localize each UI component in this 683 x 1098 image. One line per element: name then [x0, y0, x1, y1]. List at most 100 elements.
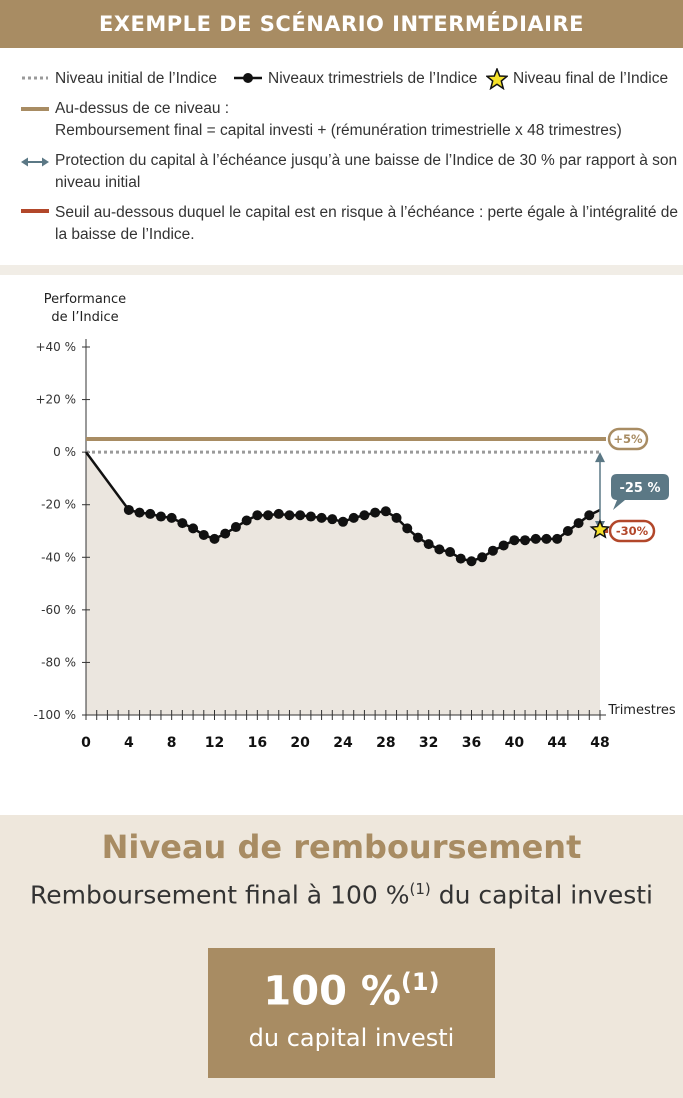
y-tick-label: -60 % [41, 603, 76, 617]
performance-chart: Performance de l’Indice Trimestres +40 %… [34, 292, 676, 751]
quarterly-point [520, 535, 531, 546]
x-tick-label: 8 [167, 735, 177, 751]
quarterly-point [402, 523, 413, 534]
y-tick-label: -40 % [41, 550, 76, 564]
legend-protection-line1: Protection du capital à l’échéance jusqu… [55, 152, 678, 169]
index-series-line [84, 451, 601, 563]
quarterly-point [220, 528, 231, 539]
quarterly-point [188, 523, 199, 534]
y-tick-label: +20 % [35, 393, 76, 407]
barrier-level-label: -30% [616, 524, 649, 538]
repayment-subtitle: Remboursement final à 100 %(1) du capita… [0, 880, 683, 909]
x-tick-label: 44 [547, 735, 567, 751]
dot-line-swatch [234, 73, 262, 83]
quarterly-point [370, 507, 381, 518]
quarterly-point [123, 504, 134, 515]
x-tick-label: 48 [590, 735, 609, 751]
quarterly-point [230, 522, 241, 533]
quarterly-point [477, 552, 488, 563]
y-axis-title-line1: Performance [44, 292, 126, 307]
quarterly-point [562, 526, 573, 536]
y-tick-label: -20 % [41, 498, 76, 512]
quarterly-point [380, 506, 391, 517]
barrier-line-swatch [21, 209, 49, 213]
legend-initial-label: Niveau initial de l’Indice [55, 70, 217, 87]
x-tick-label: 28 [376, 735, 395, 751]
repayment-subtitle-main: Remboursement final à 100 % [30, 880, 410, 910]
quarterly-point [530, 533, 541, 544]
coupon-level-label: +5% [613, 432, 643, 446]
quarterly-point [134, 507, 145, 518]
x-tick-label: 24 [333, 735, 353, 751]
quarterly-point [391, 512, 402, 523]
y-tick-label: 0 % [53, 445, 76, 459]
coupon-level-pill [607, 427, 649, 451]
quarterly-point [166, 512, 177, 523]
repayment-caption: du capital investi [248, 1024, 455, 1052]
double-arrow-icon [21, 157, 49, 167]
dotted-line-swatch [22, 76, 48, 80]
legend-above-line2: Remboursement final = capital investi + … [55, 122, 622, 139]
y-tick-label: -80 % [41, 655, 76, 669]
quarterly-point [316, 512, 327, 523]
quarterly-point [455, 553, 466, 564]
legend-final-label: Niveau final de l’Indice [513, 70, 669, 87]
barrier-level-pill [608, 519, 656, 543]
quarterly-point [338, 516, 348, 527]
x-axis-title: Trimestres [607, 703, 676, 718]
final-level-star [589, 518, 611, 539]
x-tick-label: 4 [124, 735, 134, 751]
quarterly-point [209, 533, 220, 544]
quarterly-point [552, 533, 563, 544]
footnote-ref: (1) [409, 880, 431, 898]
x-tick-label: 40 [505, 735, 525, 751]
quarterly-point [434, 544, 445, 555]
quarterly-point [295, 510, 306, 521]
legend-protection-line2: niveau initial [55, 174, 141, 191]
quarterly-point [198, 529, 209, 540]
final-value-bubble [611, 474, 669, 510]
quarterly-point [487, 545, 498, 556]
quarterly-point [423, 539, 434, 550]
y-axis-title-line2: de l’Indice [51, 310, 118, 325]
separator-band [0, 265, 683, 275]
legend: Niveau initial de l’Indice Niveaux trime… [0, 48, 683, 265]
coupon-line-swatch [21, 107, 49, 111]
quarterly-point [509, 535, 520, 546]
quarterly-point [155, 511, 166, 522]
y-tick-label: -100 % [34, 708, 76, 722]
quarterly-point [305, 511, 316, 522]
quarterly-point [241, 515, 252, 526]
quarterly-point [498, 540, 509, 551]
x-tick-label: 12 [205, 735, 224, 751]
quarterly-point [252, 510, 263, 521]
quarterly-point [273, 508, 284, 519]
x-tick-label: 32 [419, 735, 438, 751]
quarterly-point [573, 518, 584, 529]
repayment-box: 100 %(1) du capital investi [208, 948, 495, 1078]
protection-arrow-head-up [595, 452, 605, 463]
star-icon [486, 68, 508, 90]
quarterly-point [177, 518, 188, 529]
quarterly-point [412, 532, 423, 543]
quarterly-point [263, 510, 274, 521]
quarterly-point [584, 510, 595, 521]
area-fill [86, 452, 600, 715]
quarterly-point [284, 510, 295, 521]
legend-risk-line1: Seuil au-dessous duquel le capital est e… [55, 204, 678, 221]
repayment-percent-value: 100 % [263, 968, 401, 1015]
quarterly-point [359, 510, 370, 521]
quarterly-point [145, 508, 156, 519]
x-tick-label: 0 [81, 735, 91, 751]
x-tick-label: 20 [290, 735, 310, 751]
legend-above-line1: Au-dessus de ce niveau : [55, 100, 230, 117]
repayment-percent: 100 %(1) [208, 968, 495, 1014]
quarterly-point [327, 514, 338, 525]
quarterly-point [466, 556, 477, 567]
y-tick-label: +40 % [35, 340, 76, 354]
x-tick-label: 36 [462, 735, 481, 751]
final-value-label: -25 % [619, 481, 660, 496]
legend-risk-line2: la baisse de l’Indice. [55, 226, 195, 243]
quarterly-point [445, 547, 456, 558]
box-footnote-ref: (1) [400, 968, 440, 996]
